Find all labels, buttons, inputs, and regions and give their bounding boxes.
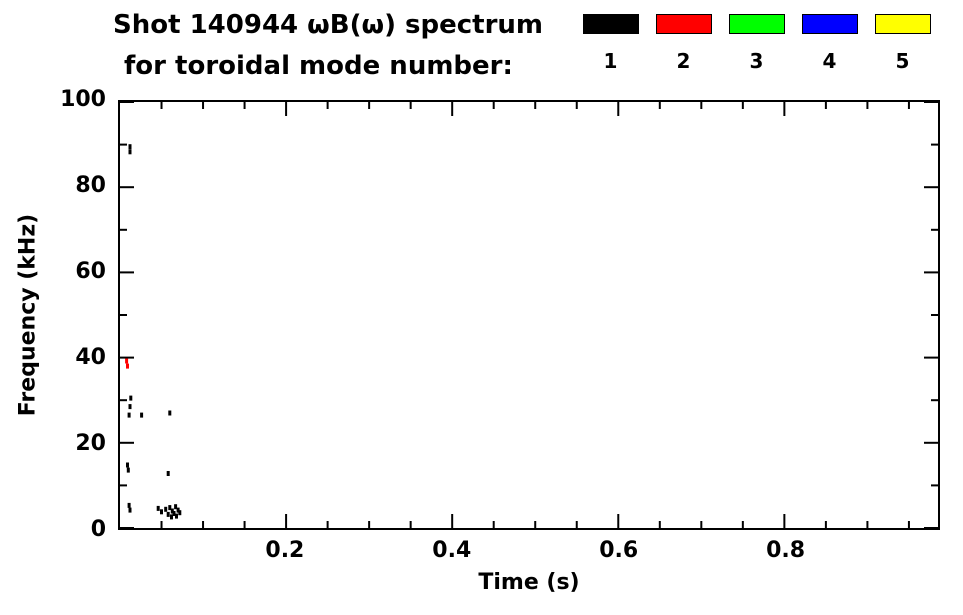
y-tick-label: 20 <box>75 431 106 456</box>
legend-mode-number: 3 <box>749 49 764 73</box>
legend-entry: 1 <box>574 14 647 72</box>
legend-mode-number: 1 <box>603 49 618 73</box>
scatter-point <box>174 504 178 510</box>
scatter-point <box>129 395 133 401</box>
y-axis-label: Frequency (kHz) <box>15 213 41 417</box>
legend-mode-number: 5 <box>895 49 910 73</box>
y-tick-label: 80 <box>75 173 106 198</box>
chart-title: Shot 140944 ωB(ω) spectrum <box>113 10 543 40</box>
x-axis-label: Time (s) <box>478 570 580 595</box>
legend-color-swatch <box>582 14 639 34</box>
legend-entry: 5 <box>866 14 939 72</box>
mode-number-legend: 1 2 3 4 5 <box>574 14 939 72</box>
scatter-point <box>140 412 144 418</box>
legend-entry: 3 <box>720 14 793 72</box>
y-tick-label: 40 <box>75 345 106 370</box>
x-tick-label: 0.6 <box>599 538 639 563</box>
scatter-point <box>172 511 176 516</box>
legend-mode-number: 2 <box>676 49 691 73</box>
x-tick-label: 0.4 <box>432 538 472 563</box>
scatter-point <box>168 505 172 511</box>
y-tick-label: 60 <box>75 259 106 284</box>
legend-mode-number: 4 <box>822 49 837 73</box>
scatter-point <box>175 513 178 519</box>
scatter-point <box>127 412 131 418</box>
scatter-point <box>170 508 174 514</box>
plot-area <box>118 100 940 530</box>
legend-color-swatch <box>655 14 712 34</box>
scatter-point <box>128 404 132 410</box>
legend-color-swatch <box>874 14 931 34</box>
legend-entry: 2 <box>647 14 720 72</box>
x-tick-label: 0.8 <box>766 538 806 563</box>
chart-subtitle: for toroidal mode number: <box>124 51 513 81</box>
scatter-point <box>160 509 163 515</box>
scatter-point <box>126 363 129 369</box>
scatter-point <box>125 358 129 364</box>
x-tick-label: 0.2 <box>265 538 305 563</box>
scatter-point <box>128 149 132 155</box>
scatter-point <box>164 506 168 512</box>
y-tick-label: 0 <box>90 517 106 542</box>
scatter-point <box>166 471 170 476</box>
legend-color-swatch <box>728 14 785 34</box>
scatter-point <box>176 507 180 513</box>
scatter-point <box>156 505 160 511</box>
scatter-point <box>170 514 173 520</box>
spectrogram-canvas <box>120 102 938 528</box>
legend-color-swatch <box>801 14 858 34</box>
scatter-point <box>128 507 132 513</box>
scatter-point <box>128 144 132 150</box>
scatter-point <box>168 410 172 416</box>
scatter-point <box>126 462 129 468</box>
scatter-point <box>127 502 131 508</box>
scatter-point <box>178 510 182 516</box>
scatter-point <box>166 511 170 517</box>
legend-entry: 4 <box>793 14 866 72</box>
scatter-point <box>126 467 130 473</box>
y-tick-label: 100 <box>60 87 106 112</box>
